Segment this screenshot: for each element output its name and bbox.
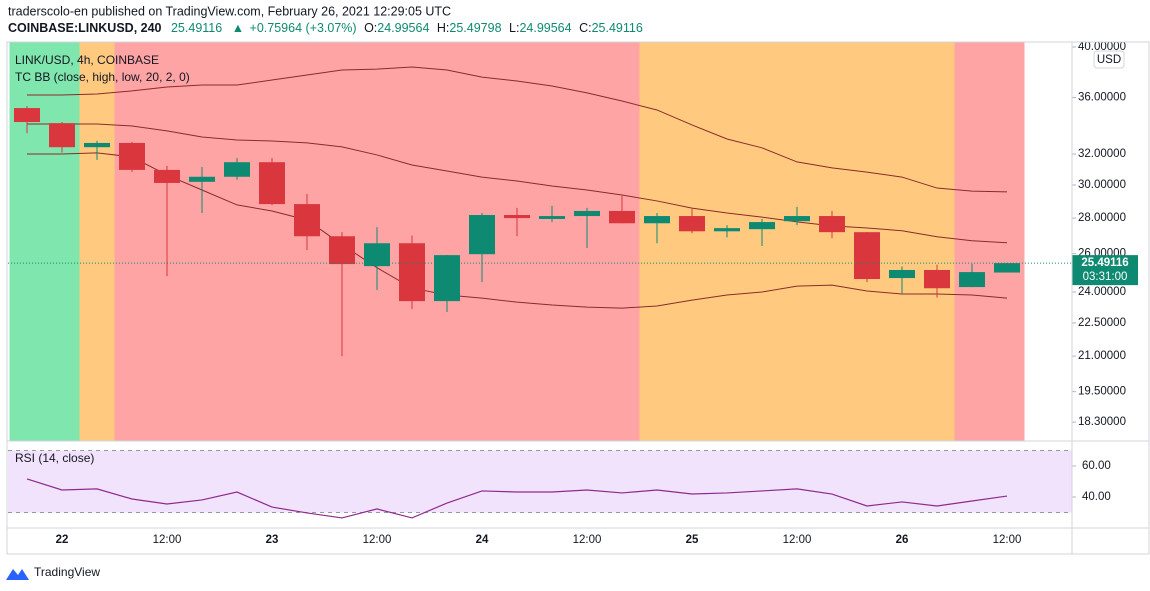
session-zone	[9, 42, 45, 441]
plot-layer: 40.00000 36.00000 32.00000 30.00000 28.00000…	[8, 41, 1138, 546]
ohlc-value: 24.99564	[519, 21, 571, 35]
session-zone	[44, 42, 80, 441]
candle-body	[539, 216, 565, 219]
price-tag	[1072, 255, 1138, 286]
candle-body	[189, 176, 215, 182]
session-zone	[779, 42, 815, 441]
candle-body	[399, 243, 425, 302]
candle-body	[329, 236, 355, 265]
ohlc-key: H:	[437, 21, 450, 35]
candle-body	[84, 142, 110, 148]
candle-body	[469, 215, 495, 255]
candle-body	[49, 123, 75, 148]
symbol: COINBASE:LINKUSD, 240	[8, 21, 162, 35]
y-tick-label: 21.00000	[1078, 350, 1126, 362]
session-zone	[114, 42, 150, 441]
symbol-line: COINBASE:LINKUSD, 240 25.49116 ▲ +0.7596…	[8, 21, 643, 35]
x-tick-label: 22	[56, 534, 69, 546]
ohlc-key: L:	[509, 21, 519, 35]
rsi-line	[26, 478, 1008, 519]
x-tick-label: 12:00	[993, 534, 1022, 546]
session-zone	[79, 42, 115, 441]
candle-body	[994, 263, 1020, 273]
brand-logo	[6, 569, 29, 580]
x-tick-label: 12:00	[573, 534, 602, 546]
session-zone	[184, 42, 220, 441]
bollinger-upper	[27, 66, 1008, 193]
candle-body	[574, 210, 600, 217]
candle-body	[679, 216, 705, 232]
x-tick-label: 12:00	[783, 534, 812, 546]
candle-body	[119, 142, 145, 170]
session-zone	[884, 42, 920, 441]
y-tick-label: 40.00000	[1078, 41, 1126, 53]
session-zone	[989, 42, 1025, 441]
y-tick-label: 19.50000	[1078, 386, 1126, 398]
session-zone	[709, 42, 745, 441]
candle-body	[609, 210, 635, 224]
candle-body	[889, 269, 915, 279]
x-tick-label: 12:00	[363, 534, 392, 546]
candle-body	[924, 269, 950, 289]
frame	[6, 41, 1150, 555]
chart-legend-title: LINK/USD, 4h, COINBASE	[15, 53, 159, 67]
candle-body	[714, 228, 740, 232]
candle-body	[819, 216, 845, 233]
last-price: 25.49116	[171, 21, 222, 35]
y-tick-label: 24.00000	[1078, 286, 1126, 298]
session-zone	[429, 42, 465, 441]
change-arrow: ▲	[232, 21, 244, 35]
candle-body	[154, 169, 180, 183]
y-tick-label: 18.30000	[1078, 416, 1126, 428]
y-tick-label: 32.00000	[1078, 148, 1126, 160]
session-zone	[254, 42, 290, 441]
y-tick-label: 60.00	[1082, 460, 1111, 472]
candle-body	[854, 232, 880, 280]
indicator-legend: TC BB (close, high, low, 20, 2, 0)	[15, 70, 190, 84]
y-tick-label: 36.00000	[1078, 92, 1126, 104]
price-tag-label: 25.49116	[1081, 257, 1128, 269]
candle-body	[294, 204, 320, 237]
countdown-label: 03:31:00	[1083, 271, 1128, 283]
x-tick-label: 23	[266, 534, 279, 546]
candle-body	[749, 222, 775, 230]
y-tick-label: 40.00	[1082, 491, 1111, 503]
unit-label: USD	[1097, 54, 1121, 66]
candle-body	[224, 162, 250, 177]
candle-body	[644, 216, 670, 224]
ohlc-key: O:	[364, 21, 377, 35]
ohlc-value: 24.99564	[377, 21, 429, 35]
session-zone	[219, 42, 255, 441]
session-zone	[604, 42, 640, 441]
candle-body	[784, 216, 810, 222]
change: +0.75964 (+3.07%)	[250, 21, 357, 35]
brand: TradingView	[34, 565, 100, 579]
candle-body	[259, 162, 285, 205]
session-zone	[674, 42, 710, 441]
candle-body	[504, 215, 530, 219]
unit-box	[1093, 50, 1125, 69]
x-tick-label: 24	[476, 534, 489, 546]
rsi-legend: RSI (14, close)	[15, 451, 94, 465]
x-tick-label: 26	[896, 534, 909, 546]
y-tick-label: 28.00000	[1078, 212, 1126, 224]
x-tick-label: 25	[686, 534, 699, 546]
x-tick-label: 12:00	[153, 534, 182, 546]
y-tick-label: 22.50000	[1078, 317, 1126, 329]
session-zone	[534, 42, 570, 441]
candle-body	[434, 255, 460, 302]
ohlc-value: 25.49116	[592, 21, 643, 35]
y-tick-label: 30.00000	[1078, 179, 1126, 191]
session-zone	[814, 42, 850, 441]
candle-body	[959, 272, 985, 288]
published-line: traderscolo-en published on TradingView.…	[8, 4, 451, 18]
bollinger-lower	[27, 152, 1008, 309]
ohlc-value: 25.49798	[449, 21, 501, 35]
session-zone	[499, 42, 535, 441]
session-zone	[919, 42, 955, 441]
ohlc-key: C:	[579, 21, 592, 35]
candle-body	[364, 243, 390, 267]
candle-body	[14, 108, 40, 123]
